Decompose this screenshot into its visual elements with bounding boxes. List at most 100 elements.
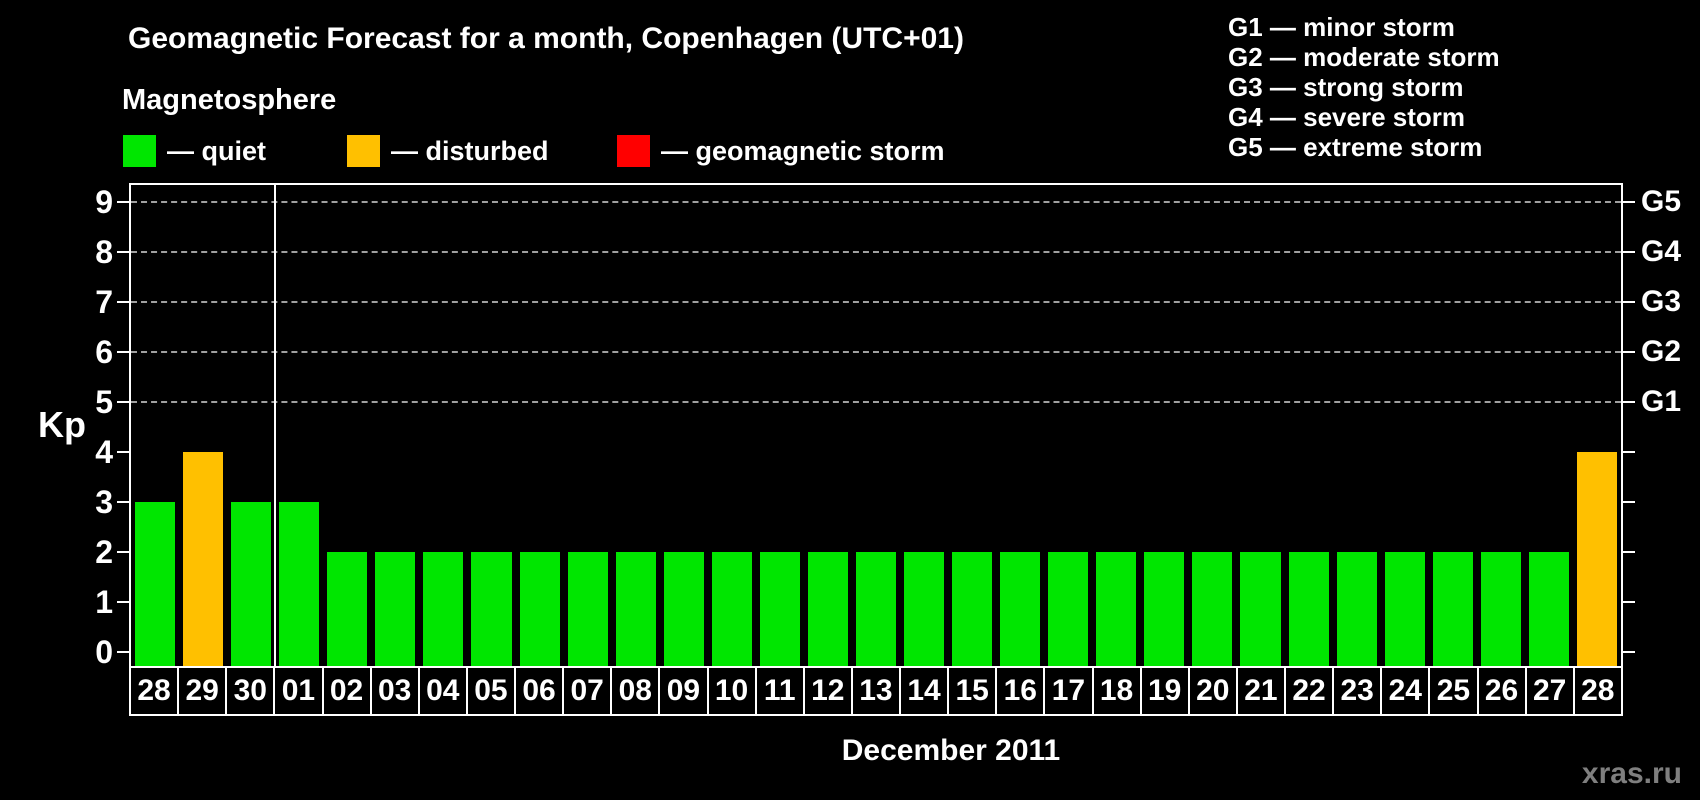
bar-day-23 (1336, 552, 1377, 666)
legend-swatch-storm (617, 135, 650, 167)
day-label-21: 21 (1235, 668, 1284, 714)
bar-day-09 (663, 552, 704, 666)
y-tick-label-7: 7 (95, 284, 113, 320)
day-label-15: 15 (947, 668, 995, 714)
right-tick-kp-1 (1623, 601, 1635, 603)
bar-day-30 (231, 502, 272, 666)
bar-day-06 (519, 552, 560, 666)
day-label-30: 30 (225, 668, 273, 714)
day-label-12: 12 (802, 668, 851, 714)
day-label-09: 09 (658, 668, 706, 714)
gridline-kp-7 (131, 301, 1621, 303)
legend-item-storm: — geomagnetic storm (617, 135, 945, 167)
g-scale-legend-line-4: G4 — severe storm (1228, 102, 1466, 132)
bar-day-12 (807, 552, 848, 666)
bar-day-17 (1048, 552, 1089, 666)
day-label-26: 26 (1476, 668, 1525, 714)
right-tick-kp-8 (1623, 251, 1635, 253)
day-label-01: 01 (273, 668, 321, 714)
bar-day-25 (1432, 552, 1473, 666)
bar-day-21 (1240, 552, 1281, 666)
y-tick-label-3: 3 (95, 484, 113, 520)
legend-label-quiet: — quiet (167, 136, 266, 166)
status-legend: — quiet — disturbed — geomagnetic storm (0, 135, 1700, 167)
day-label-20: 20 (1187, 668, 1236, 714)
g-scale-legend-line-2: G2 — moderate storm (1228, 42, 1500, 72)
left-tick-kp-1 (117, 601, 129, 603)
x-axis-title: December 2011 (841, 734, 1061, 767)
bar-day-26 (1480, 552, 1521, 666)
y-axis-title: Kp (38, 404, 86, 445)
bar-day-13 (855, 552, 897, 666)
right-tick-kp-5 (1623, 401, 1635, 403)
day-label-29: 29 (177, 668, 225, 714)
bar-day-16 (1000, 552, 1041, 666)
left-tick-kp-9 (117, 201, 129, 203)
y-tick-label-0: 0 (95, 634, 113, 670)
y-tick-label-1: 1 (95, 584, 113, 620)
bar-day-14 (904, 552, 945, 666)
day-label-10: 10 (706, 668, 755, 714)
legend-item-disturbed: — disturbed (347, 135, 549, 167)
left-tick-kp-4 (117, 451, 129, 453)
g-scale-label-G3: G3 (1641, 285, 1682, 318)
right-tick-kp-6 (1623, 351, 1635, 353)
g-scale-label-G2: G2 (1641, 335, 1682, 368)
bar-day-04 (423, 552, 464, 666)
day-label-14: 14 (899, 668, 947, 714)
x-axis-day-labels: 28 29 30 01 02 03 04 05 06 07 08 09 10 11 12 13 14 15 16 17… (129, 666, 1623, 716)
day-label-16: 16 (995, 668, 1043, 714)
bar-day-05 (471, 552, 512, 666)
bar-day-28 (1576, 452, 1617, 666)
day-label-28: 28 (137, 674, 171, 707)
gridline-kp-8 (131, 251, 1621, 253)
day-label-23: 23 (1332, 668, 1380, 714)
bar-day-24 (1384, 552, 1425, 666)
left-tick-kp-6 (117, 351, 129, 353)
day-label-17: 17 (1043, 668, 1091, 714)
day-label-04: 04 (417, 668, 466, 714)
right-tick-kp-2 (1623, 551, 1635, 553)
g-scale-legend-line-1: G1 — minor storm (1228, 12, 1455, 42)
right-tick-kp-0 (1623, 651, 1635, 653)
plot-area (129, 183, 1623, 668)
legend-label-storm: — geomagnetic storm (661, 136, 945, 166)
day-label-02: 02 (321, 668, 370, 714)
y-tick-label-9: 9 (95, 184, 113, 220)
y-tick-label-2: 2 (95, 534, 113, 570)
day-label-07: 07 (562, 668, 610, 714)
g-scale-label-G5: G5 (1641, 185, 1682, 218)
bar-day-01 (279, 502, 320, 666)
g-scale-legend-line-5: G5 — extreme storm (1228, 132, 1483, 162)
gridline-kp-6 (131, 351, 1621, 353)
gridline-kp-5 (131, 401, 1621, 403)
y-tick-label-5: 5 (95, 384, 113, 420)
watermark: xras.ru (1581, 757, 1682, 790)
g-scale-label-G1: G1 (1641, 385, 1682, 418)
bar-day-15 (952, 552, 993, 666)
day-label-18: 18 (1091, 668, 1140, 714)
day-label-28: 28 (1572, 668, 1621, 714)
bar-day-08 (615, 552, 656, 666)
bar-day-18 (1096, 552, 1137, 666)
legend-swatch-quiet (123, 135, 156, 167)
day-label-25: 25 (1428, 668, 1476, 714)
y-tick-label-4: 4 (95, 434, 113, 470)
right-tick-kp-3 (1623, 501, 1635, 503)
g-scale-label-G4: G4 (1641, 235, 1682, 268)
day-label-19: 19 (1139, 668, 1188, 714)
bar-day-28 (135, 502, 176, 666)
day-label-11: 11 (754, 668, 803, 714)
gridline-kp-9 (131, 201, 1621, 203)
bar-day-07 (567, 552, 608, 666)
left-tick-kp-7 (117, 301, 129, 303)
magnetosphere-label: Magnetosphere (122, 84, 337, 116)
bar-day-11 (759, 552, 800, 666)
day-label-13: 13 (850, 668, 899, 714)
bar-day-19 (1144, 552, 1185, 666)
day-label-06: 06 (514, 668, 562, 714)
month-separator-line (274, 185, 277, 666)
bar-day-03 (375, 552, 416, 666)
left-tick-kp-5 (117, 401, 129, 403)
day-label-05: 05 (465, 668, 514, 714)
